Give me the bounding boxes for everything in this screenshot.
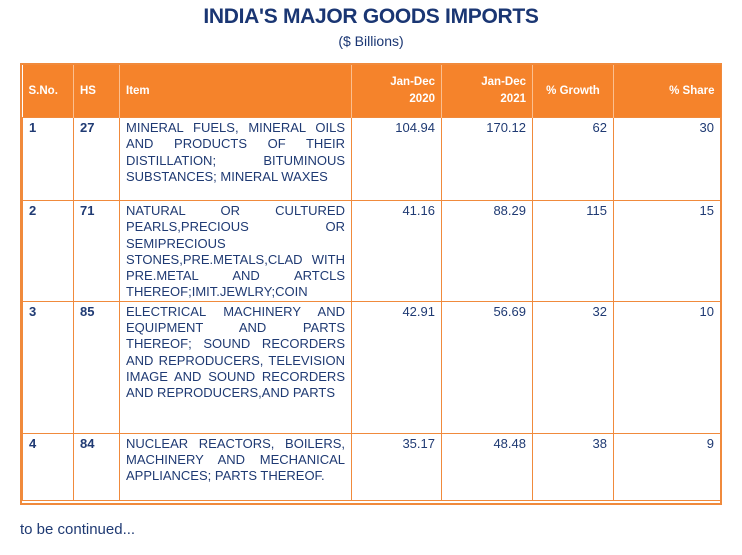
table-row: 3 85 ELECTRICAL MACHINERY AND EQUIPMENT …: [22, 300, 721, 434]
cell-2021: 48.48: [441, 432, 533, 501]
cell-hs: 27: [73, 117, 120, 201]
header-share: % Share: [613, 65, 721, 118]
cell-2021: 56.69: [441, 300, 533, 434]
header-hs: HS: [73, 65, 120, 118]
imports-table: S.No. HS Item Jan-Dec 2020 Jan-Dec 2021 …: [22, 65, 721, 501]
cell-share: 15: [613, 200, 721, 302]
cell-2020: 41.16: [351, 200, 442, 302]
table-header-row: S.No. HS Item Jan-Dec 2020 Jan-Dec 2021 …: [22, 65, 721, 118]
cell-growth: 38: [532, 432, 614, 501]
table-row: 4 84 NUCLEAR REACTORS, BOILERS, MACHINER…: [22, 432, 721, 501]
cell-growth: 115: [532, 200, 614, 302]
header-2020-line1: Jan-Dec: [390, 76, 435, 88]
cell-growth: 32: [532, 300, 614, 434]
header-growth: % Growth: [532, 65, 614, 118]
header-2021-line2: 2021: [500, 93, 526, 105]
cell-sno: 1: [22, 117, 74, 201]
table-row: 1 27 MINERAL FUELS, MINERAL OILS AND PRO…: [22, 117, 721, 201]
cell-share: 10: [613, 300, 721, 434]
continued-note: to be continued...: [20, 521, 136, 538]
cell-2021: 88.29: [441, 200, 533, 302]
imports-table-container: S.No. HS Item Jan-Dec 2020 Jan-Dec 2021 …: [20, 63, 722, 505]
cell-growth: 62: [532, 117, 614, 201]
cell-sno: 4: [22, 432, 74, 501]
cell-item: NUCLEAR REACTORS, BOILERS, MACHINERY AND…: [119, 432, 352, 501]
page-title: INDIA'S MAJOR GOODS IMPORTS: [203, 5, 539, 28]
cell-hs: 71: [73, 200, 120, 302]
cell-item: ELECTRICAL MACHINERY AND EQUIPMENT AND P…: [119, 300, 352, 434]
cell-2021: 170.12: [441, 117, 533, 201]
table-row: 2 71 NATURAL OR CULTURED PEARLS,PRECIOUS…: [22, 200, 721, 302]
header-sno: S.No.: [22, 65, 74, 118]
header-jan-dec-2021: Jan-Dec 2021: [441, 65, 533, 118]
cell-share: 30: [613, 117, 721, 201]
header-jan-dec-2020: Jan-Dec 2020: [351, 65, 442, 118]
header-2020-line2: 2020: [409, 93, 435, 105]
page-subtitle: ($ Billions): [338, 33, 404, 49]
cell-item: MINERAL FUELS, MINERAL OILS AND PRODUCTS…: [119, 117, 352, 201]
header-2021-line1: Jan-Dec: [481, 76, 526, 88]
cell-hs: 84: [73, 432, 120, 501]
cell-sno: 3: [22, 300, 74, 434]
cell-sno: 2: [22, 200, 74, 302]
cell-item: NATURAL OR CULTURED PEARLS,PRECIOUS OR S…: [119, 200, 352, 302]
header-item: Item: [119, 65, 352, 118]
cell-2020: 35.17: [351, 432, 442, 501]
cell-2020: 104.94: [351, 117, 442, 201]
cell-share: 9: [613, 432, 721, 501]
cell-hs: 85: [73, 300, 120, 434]
cell-2020: 42.91: [351, 300, 442, 434]
